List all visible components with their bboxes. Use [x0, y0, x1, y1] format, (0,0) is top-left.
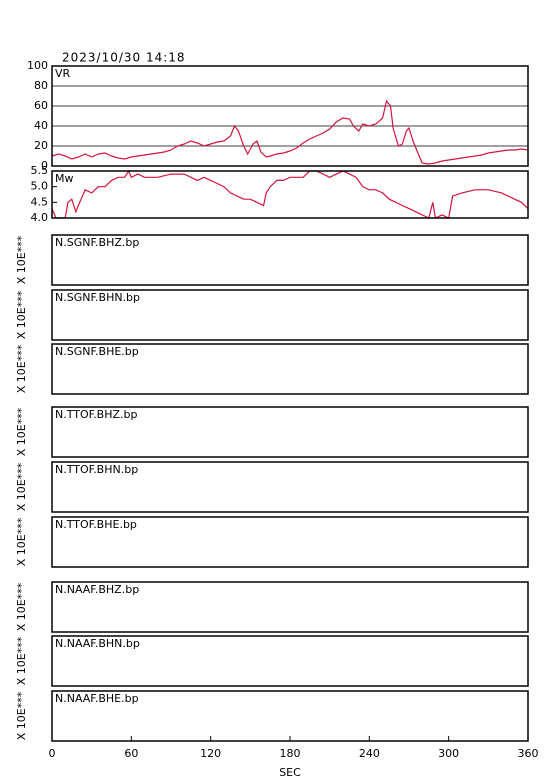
y-tick-label: 4.5	[31, 195, 49, 208]
panel-label: VR	[55, 67, 71, 80]
y-tick-label: 4.0	[31, 211, 49, 224]
panel-frame	[51, 289, 529, 341]
y-tick-label: 60	[34, 99, 48, 112]
panel-label: N.SGNF.BHZ.bp	[55, 236, 139, 249]
panel-ylabel: X 10E***	[15, 344, 28, 393]
panel-ylabel: X 10E***	[15, 462, 28, 511]
panel-ylabel: X 10E***	[15, 636, 28, 685]
x-tick-label: 180	[280, 747, 301, 760]
panel-label: N.TTOF.BHZ.bp	[55, 408, 138, 421]
x-tick-label: 300	[438, 747, 459, 760]
x-tick-label: 0	[49, 747, 56, 760]
panel-label: N.TTOF.BHN.bp	[55, 463, 138, 476]
panel-ylabel: X 10E***	[15, 290, 28, 339]
panel-label: N.SGNF.BHE.bp	[55, 345, 139, 358]
panel-frame	[51, 65, 529, 167]
panel-label: N.NAAF.BHZ.bp	[55, 583, 139, 596]
y-tick-label: 80	[34, 79, 48, 92]
panel-ylabel: X 10E***	[15, 691, 28, 740]
x-tick-label: 60	[124, 747, 138, 760]
y-tick-label: 0	[41, 159, 48, 172]
x-tick-label: 360	[518, 747, 539, 760]
panel-ylabel: X 10E***	[15, 407, 28, 456]
panel-label: N.SGNF.BHN.bp	[55, 291, 140, 304]
y-tick-label: 5.5	[31, 164, 49, 177]
panel-frame	[51, 461, 529, 513]
x-tick-label: 240	[359, 747, 380, 760]
panel-frame	[51, 581, 529, 633]
x-tick-label: 120	[200, 747, 221, 760]
panel-frame	[51, 516, 529, 568]
panel-label: N.TTOF.BHE.bp	[55, 518, 137, 531]
chart-title: 2023/10/30 14:18	[62, 51, 186, 65]
panel-ylabel: X 10E***	[15, 582, 28, 631]
data-line	[51, 169, 529, 219]
panel-frame	[51, 234, 529, 286]
panel-frame	[51, 170, 529, 219]
y-tick-label: 20	[34, 139, 48, 152]
panel-label: N.NAAF.BHN.bp	[55, 637, 140, 650]
panel-frame	[51, 406, 529, 458]
panel-label: N.NAAF.BHE.bp	[55, 692, 139, 705]
y-tick-label: 40	[34, 119, 48, 132]
panel-frame	[51, 635, 529, 687]
panel-ylabel: X 10E***	[15, 235, 28, 284]
x-axis-label: SEC	[279, 766, 301, 779]
panel-ylabel: X 10E***	[15, 517, 28, 566]
panel-frame	[51, 343, 529, 395]
y-tick-label: 5.0	[31, 180, 49, 193]
panel-label: Mw	[55, 172, 74, 185]
y-tick-label: 100	[27, 59, 48, 72]
data-line	[51, 99, 529, 165]
